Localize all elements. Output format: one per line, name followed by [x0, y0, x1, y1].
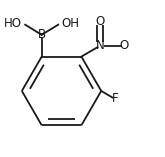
Text: F: F	[111, 92, 118, 105]
Text: OH: OH	[61, 17, 79, 30]
Text: HO: HO	[4, 17, 22, 30]
Text: O: O	[96, 15, 105, 28]
Text: B: B	[38, 28, 46, 41]
Text: O: O	[120, 39, 129, 52]
Text: N: N	[96, 39, 105, 52]
